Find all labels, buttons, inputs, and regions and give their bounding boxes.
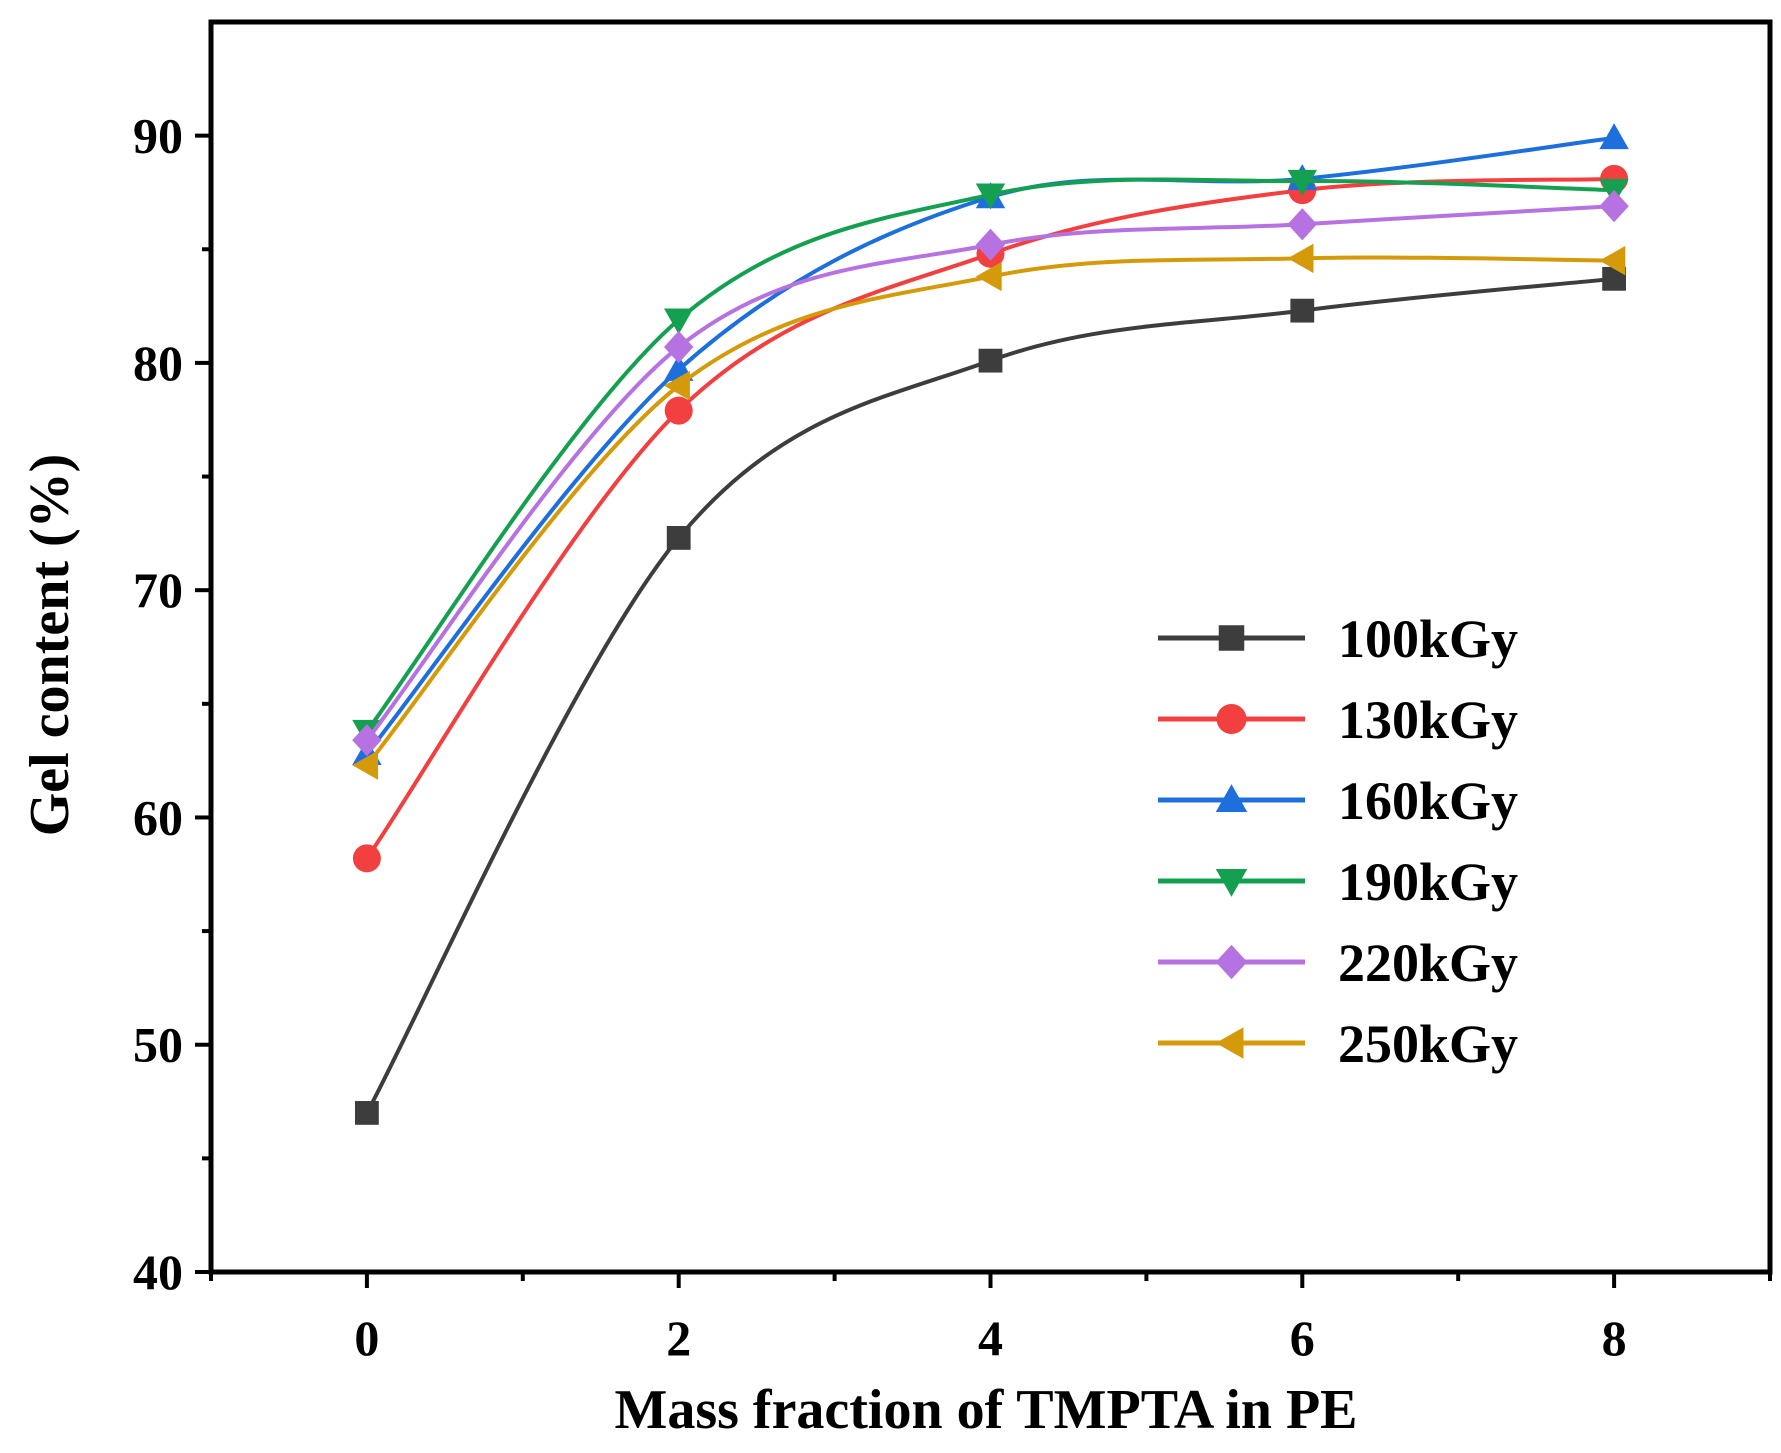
- legend-label: 130kGy: [1338, 690, 1518, 750]
- legend-marker: [1216, 704, 1247, 734]
- data-point-100kGy-4: [978, 348, 1003, 373]
- series-250kGy: [352, 243, 1626, 780]
- series-line-250kGy: [365, 255, 1615, 767]
- data-point-220kGy-6: [1287, 208, 1317, 241]
- y-axis-title: Gel content (%): [19, 454, 81, 837]
- data-point-190kGy-6: [1287, 169, 1317, 196]
- data-point-220kGy-4: [975, 228, 1006, 261]
- data-point-250kGy-0: [352, 750, 379, 780]
- data-point-250kGy-4: [975, 261, 1002, 292]
- y-tick-label: 50: [133, 1017, 183, 1073]
- legend-marker: [1215, 1027, 1244, 1059]
- series-line-160kGy: [365, 135, 1615, 756]
- series-line-220kGy: [365, 204, 1615, 742]
- y-tick-label: 40: [133, 1244, 183, 1300]
- legend-item-160kGy: 160kGy: [1158, 771, 1518, 831]
- data-point-100kGy-8: [1602, 266, 1626, 291]
- legend-marker: [1218, 625, 1245, 651]
- series-line-190kGy: [365, 177, 1615, 733]
- legend-label: 250kGy: [1338, 1014, 1518, 1074]
- data-point-100kGy-6: [1290, 298, 1315, 323]
- data-point-100kGy-2: [666, 526, 691, 550]
- data-point-250kGy-8: [1599, 245, 1626, 276]
- data-point-190kGy-4: [975, 183, 1006, 210]
- series-line-100kGy: [365, 276, 1615, 1114]
- data-point-250kGy-6: [1287, 243, 1314, 274]
- legend: 100kGy 130kGy 160kGy 190kGy 220kGy 250kGy: [1158, 609, 1518, 1074]
- data-point-130kGy-0: [352, 844, 381, 873]
- legend-item-220kGy: 220kGy: [1158, 933, 1518, 993]
- series-220kGy: [352, 189, 1629, 757]
- x-tick-label: 8: [1602, 1310, 1627, 1366]
- legend-item-190kGy: 190kGy: [1158, 852, 1518, 912]
- y-tick-label: 70: [133, 562, 183, 618]
- legend-marker: [1215, 784, 1248, 812]
- legend-item-250kGy: 250kGy: [1158, 1014, 1518, 1074]
- data-point-220kGy-2: [664, 330, 694, 364]
- series-190kGy: [352, 169, 1629, 746]
- x-axis-title: Mass fraction of TMPTA in PE: [614, 1379, 1357, 1441]
- legend-marker: [1215, 869, 1248, 897]
- data-point-100kGy-0: [355, 1101, 379, 1125]
- series-layer: [352, 123, 1629, 1125]
- y-tick-label: 90: [133, 108, 183, 164]
- data-point-250kGy-2: [664, 370, 690, 401]
- legend-item-130kGy: 130kGy: [1158, 690, 1518, 750]
- y-tick-label: 60: [133, 789, 183, 845]
- legend-label: 160kGy: [1338, 771, 1518, 831]
- data-point-130kGy-2: [664, 396, 693, 425]
- legend-label: 190kGy: [1338, 852, 1518, 912]
- legend-marker: [1215, 944, 1248, 980]
- series-100kGy: [355, 266, 1626, 1125]
- legend-label: 100kGy: [1338, 609, 1518, 669]
- legend-item-100kGy: 100kGy: [1158, 609, 1518, 669]
- x-tick-label: 2: [666, 1310, 691, 1366]
- axes: 40 50 60 70 80 90 0 2 4 6 8: [133, 19, 1773, 1366]
- y-tick-label: 80: [133, 335, 183, 391]
- x-tick-label: 6: [1290, 1310, 1315, 1366]
- data-point-190kGy-2: [664, 308, 694, 335]
- data-point-220kGy-8: [1599, 189, 1629, 223]
- data-point-160kGy-8: [1599, 123, 1629, 150]
- legend-label: 220kGy: [1338, 933, 1518, 993]
- data-point-220kGy-0: [352, 724, 382, 757]
- x-tick-label: 0: [354, 1310, 379, 1366]
- x-tick-label: 4: [978, 1310, 1003, 1366]
